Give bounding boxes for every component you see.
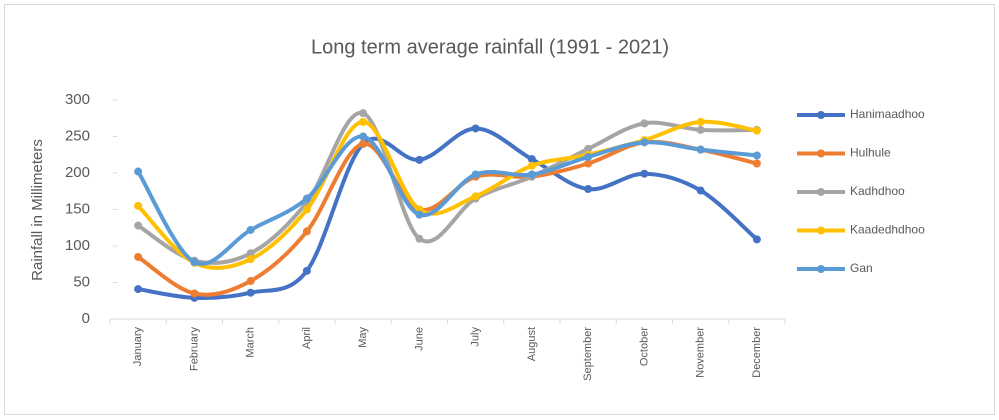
point: [696, 186, 705, 195]
y-tick-label: 0: [82, 310, 90, 327]
legend-marker: [817, 149, 825, 158]
x-tick-label: May: [357, 327, 369, 348]
legend-label: Hanimaadhoo: [850, 107, 925, 121]
x-tick-label: December: [751, 327, 763, 378]
point: [527, 155, 536, 164]
legend-label: Hulhule: [850, 146, 891, 160]
chart-title: Long term average rainfall (1991 - 2021): [311, 36, 669, 58]
legend-label: Kaadedhdhoo: [850, 223, 925, 237]
point: [246, 225, 255, 234]
legend-marker: [817, 226, 825, 235]
y-tick-label: 300: [65, 91, 90, 108]
point: [752, 235, 761, 244]
point: [584, 185, 593, 194]
point: [359, 117, 368, 126]
legend-label: Kadhdhoo: [850, 184, 905, 198]
x-tick-label: October: [638, 327, 650, 366]
point: [359, 132, 368, 141]
point: [471, 124, 480, 133]
point: [527, 161, 536, 170]
x-tick-label: March: [245, 327, 257, 358]
point: [134, 285, 143, 294]
chart-frame: [4, 4, 995, 415]
x-tick-label: November: [695, 327, 707, 378]
point: [415, 234, 424, 243]
y-tick-label: 250: [65, 127, 90, 144]
x-tick-label: January: [132, 327, 144, 367]
y-tick-label: 150: [65, 200, 90, 217]
legend-marker: [817, 188, 825, 196]
x-tick-label: April: [301, 327, 313, 349]
point: [134, 201, 143, 210]
point: [696, 145, 705, 154]
legend-marker: [817, 265, 825, 273]
point: [696, 117, 705, 126]
point: [134, 252, 143, 261]
point: [190, 258, 199, 267]
point: [359, 139, 368, 148]
point: [359, 109, 368, 118]
point: [134, 221, 143, 230]
y-tick-label: 200: [65, 164, 90, 181]
point: [752, 151, 761, 160]
point: [415, 210, 424, 219]
point: [302, 266, 311, 275]
point: [696, 125, 705, 134]
point: [134, 167, 143, 176]
y-tick-label: 100: [65, 237, 90, 254]
point: [302, 205, 311, 214]
point: [302, 227, 311, 236]
x-tick-label: August: [526, 327, 538, 361]
point: [246, 255, 255, 264]
legend-marker: [817, 111, 825, 119]
point: [471, 192, 480, 201]
point: [471, 170, 480, 179]
y-axis-title: Rainfall in Millimeters: [29, 139, 46, 281]
point: [190, 289, 199, 298]
point: [415, 155, 424, 164]
point: [752, 126, 761, 135]
point: [246, 277, 255, 286]
point: [527, 170, 536, 179]
point: [752, 159, 761, 168]
x-tick-label: September: [582, 327, 594, 381]
x-tick-label: June: [413, 327, 425, 351]
y-tick-label: 50: [73, 273, 90, 290]
point: [584, 152, 593, 161]
point: [246, 288, 255, 297]
point: [640, 169, 649, 178]
legend-label: Gan: [850, 261, 873, 275]
point: [246, 249, 255, 258]
point: [584, 159, 593, 168]
point: [584, 144, 593, 153]
point: [640, 119, 649, 128]
point: [302, 194, 311, 203]
x-tick-label: July: [470, 327, 482, 347]
x-tick-label: February: [188, 327, 200, 372]
point: [640, 138, 649, 147]
